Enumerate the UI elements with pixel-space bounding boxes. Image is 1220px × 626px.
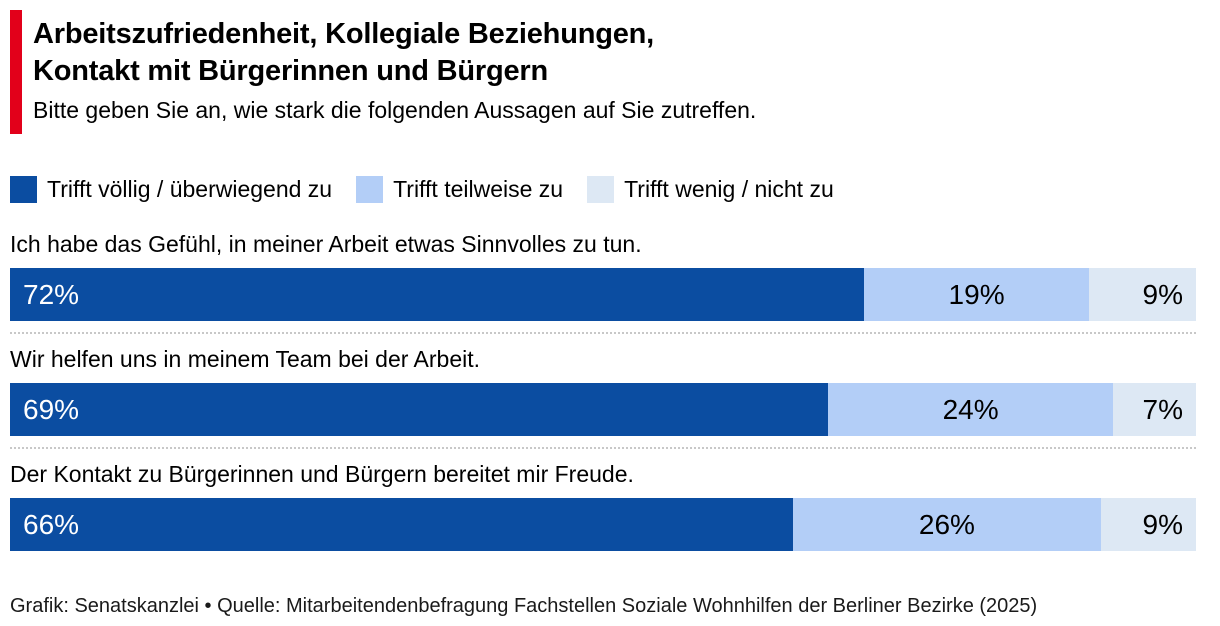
chart-subtitle: Bitte geben Sie an, wie stark die folgen… xyxy=(33,97,757,123)
legend-label-partial: Trifft teilweise zu xyxy=(393,176,564,202)
question-label: Ich habe das Gefühl, in meiner Arbeit et… xyxy=(10,231,642,257)
chart-title-line1: Arbeitszufriedenheit, Kollegiale Beziehu… xyxy=(33,18,655,50)
bar-row-1: Ich habe das Gefühl, in meiner Arbeit et… xyxy=(10,231,1196,321)
legend-item-agree: Trifft völlig / überwiegend zu xyxy=(10,176,332,203)
row-separator xyxy=(10,332,1196,334)
bar-segment-agree: 72% xyxy=(10,268,864,321)
bar-row-2: Wir helfen uns in meinem Team bei der Ar… xyxy=(10,346,1196,436)
bar-segment-partial: 26% xyxy=(792,498,1102,551)
chart-title-line2: Kontakt mit Bürgerinnen und Bürgern xyxy=(33,55,549,87)
bar-segment-partial: 24% xyxy=(828,383,1113,436)
bar-segment-disagree: 9% xyxy=(1089,268,1196,321)
chart-legend: Trifft völlig / überwiegend zu Trifft te… xyxy=(10,176,1196,203)
legend-item-disagree: Trifft wenig / nicht zu xyxy=(587,176,834,203)
row-separator xyxy=(10,447,1196,449)
bar-segment-agree: 69% xyxy=(10,383,829,436)
legend-label-disagree: Trifft wenig / nicht zu xyxy=(624,176,834,202)
bar-segment-partial: 19% xyxy=(863,268,1090,321)
bar-segment-disagree: 9% xyxy=(1101,498,1196,551)
legend-swatch-disagree xyxy=(587,176,615,203)
legend-label-agree: Trifft völlig / überwiegend zu xyxy=(47,176,333,202)
bar-row-3: Der Kontakt zu Bürgerinnen und Bürgern b… xyxy=(10,461,1196,551)
question-label: Wir helfen uns in meinem Team bei der Ar… xyxy=(10,346,481,372)
stacked-bar: 69% 24% 7% xyxy=(10,383,1196,436)
stacked-bar: 66% 26% 9% xyxy=(10,498,1196,551)
source-attribution: Grafik: Senatskanzlei • Quelle: Mitarbei… xyxy=(10,595,1038,617)
legend-swatch-partial xyxy=(356,176,384,203)
chart-rows: Ich habe das Gefühl, in meiner Arbeit et… xyxy=(10,231,1196,551)
legend-item-partial: Trifft teilweise zu xyxy=(356,176,563,203)
header-text: Arbeitszufriedenheit, Kollegiale Beziehu… xyxy=(22,10,756,134)
red-accent-bar xyxy=(10,10,22,134)
legend-swatch-agree xyxy=(10,176,37,203)
stacked-bar: 72% 19% 9% xyxy=(10,268,1196,321)
question-label: Der Kontakt zu Bürgerinnen und Bürgern b… xyxy=(10,461,634,487)
bar-segment-disagree: 7% xyxy=(1112,383,1196,436)
chart-title: Arbeitszufriedenheit, Kollegiale Beziehu… xyxy=(33,16,756,90)
chart-header: Arbeitszufriedenheit, Kollegiale Beziehu… xyxy=(10,10,1196,134)
bar-segment-agree: 66% xyxy=(10,498,793,551)
